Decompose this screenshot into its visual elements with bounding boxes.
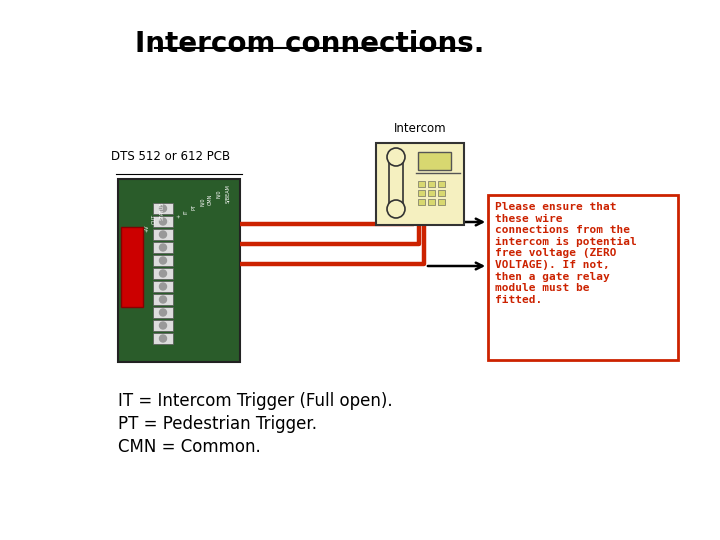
Text: IT = Intercom Trigger (Full open).: IT = Intercom Trigger (Full open). [118, 392, 392, 410]
Bar [153, 281, 173, 292]
Circle shape [160, 270, 166, 277]
Bar [153, 294, 173, 305]
Text: +V: +V [144, 224, 149, 232]
Circle shape [387, 200, 405, 218]
Bar [438, 190, 445, 196]
Text: N/0: N/0 [200, 197, 205, 206]
Text: S/BEAM: S/BEAM [225, 184, 230, 203]
Bar [428, 190, 435, 196]
Bar [376, 143, 464, 225]
Circle shape [387, 148, 405, 166]
Bar [153, 268, 173, 279]
Text: DTS 512 or 612 PCB: DTS 512 or 612 PCB [112, 150, 230, 163]
Text: Please ensure that
these wire
connections from the
intercom is potential
free vo: Please ensure that these wire connection… [495, 202, 636, 305]
Bar [418, 190, 425, 196]
Bar [418, 181, 425, 187]
Text: IT: IT [184, 209, 189, 213]
Circle shape [160, 231, 166, 238]
Text: +: + [176, 214, 181, 218]
Circle shape [160, 257, 166, 264]
Text: Intercom connections.: Intercom connections. [135, 30, 485, 58]
Bar [121, 227, 143, 307]
Circle shape [160, 244, 166, 251]
Bar [153, 255, 173, 266]
Text: OUT: OUT [152, 214, 157, 224]
Bar [153, 242, 173, 253]
Text: Intercom: Intercom [394, 122, 446, 135]
Bar [153, 320, 173, 331]
Text: STATUS: STATUS [160, 202, 165, 220]
Bar [438, 181, 445, 187]
Circle shape [160, 335, 166, 342]
Circle shape [160, 205, 166, 212]
Bar [418, 152, 451, 170]
Bar [438, 199, 445, 205]
Text: N/0: N/0 [216, 190, 221, 199]
Text: CMN: CMN [208, 194, 213, 205]
Bar [153, 333, 173, 344]
Bar [153, 203, 173, 214]
Bar [118, 179, 240, 362]
Text: -: - [168, 219, 173, 221]
Bar [488, 195, 678, 360]
Text: PT = Pedestrian Trigger.: PT = Pedestrian Trigger. [118, 415, 317, 433]
Text: CMN = Common.: CMN = Common. [118, 438, 261, 456]
Circle shape [160, 296, 166, 303]
Bar [389, 157, 403, 209]
Circle shape [160, 283, 166, 290]
Circle shape [160, 322, 166, 329]
Circle shape [160, 218, 166, 225]
Text: PT: PT [192, 204, 197, 210]
Bar [153, 216, 173, 227]
Bar [153, 229, 173, 240]
Bar [428, 181, 435, 187]
Bar [428, 199, 435, 205]
Bar [418, 199, 425, 205]
Bar [153, 307, 173, 318]
Circle shape [160, 309, 166, 316]
